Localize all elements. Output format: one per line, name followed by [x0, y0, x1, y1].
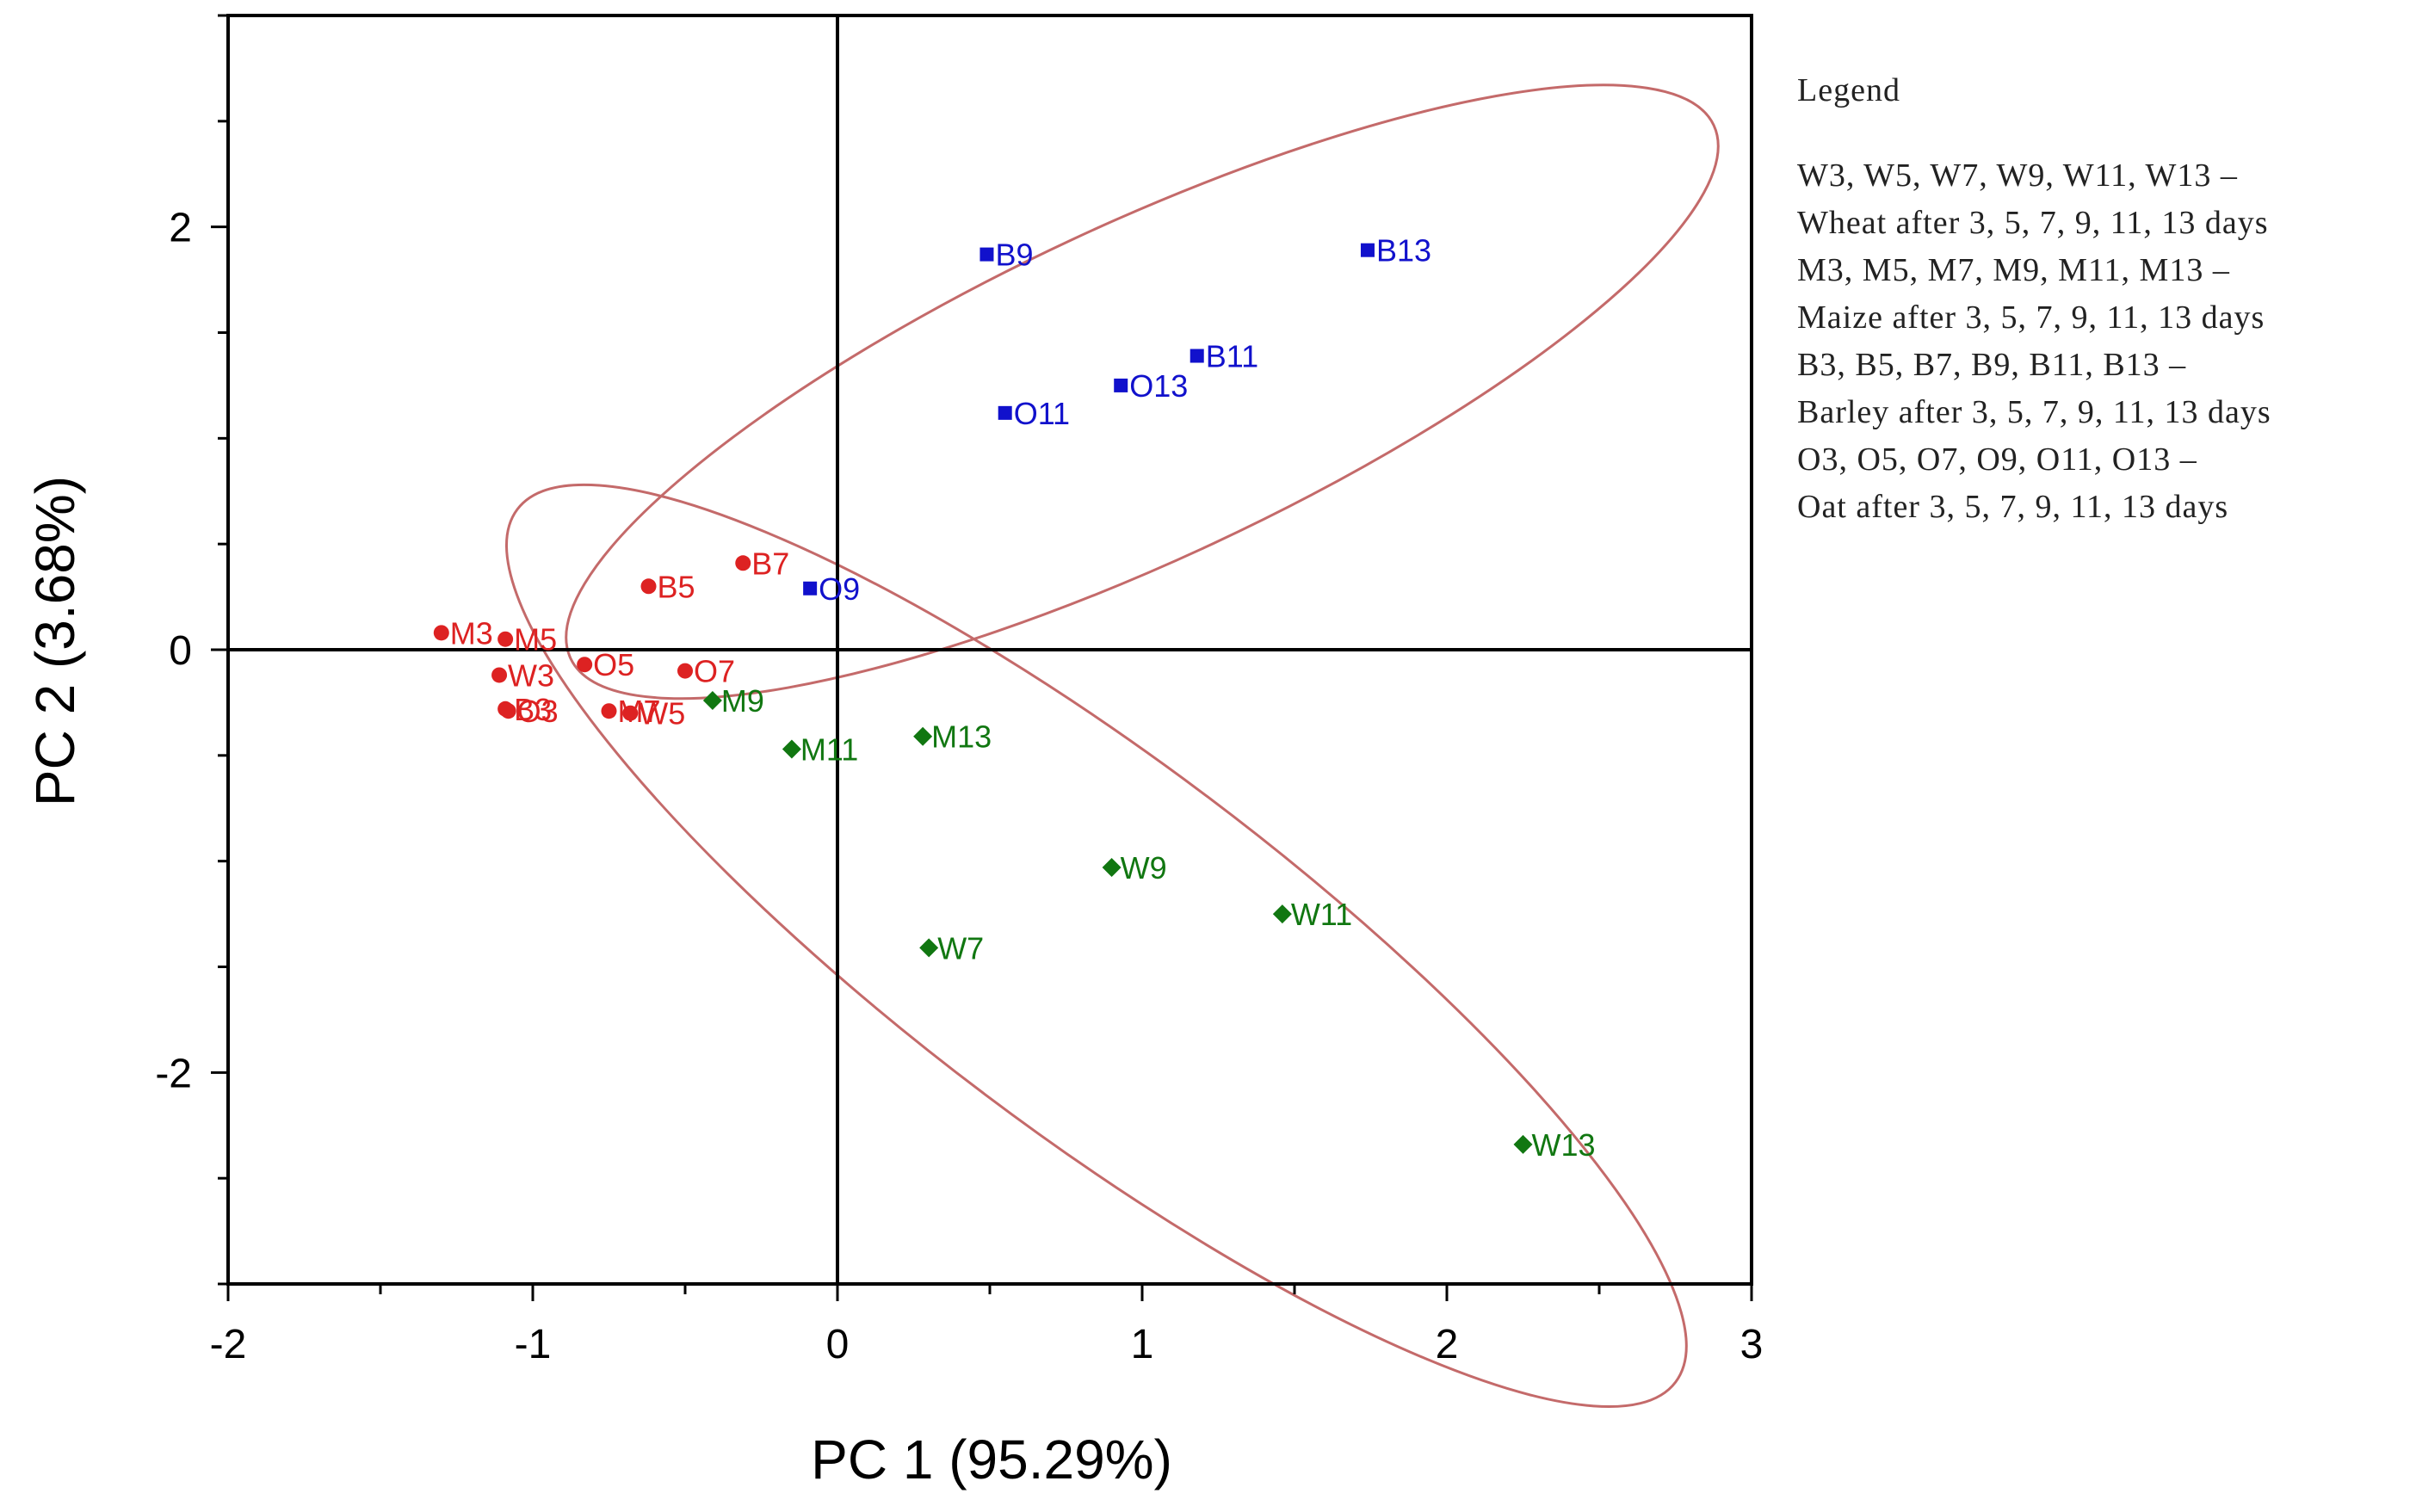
- point-b13: [1360, 243, 1375, 257]
- legend-line-barley-codes: B3, B5, B7, B9, B11, B13 –: [1797, 347, 2187, 383]
- point-label-w7: W7: [937, 930, 984, 966]
- point-label-b5: B5: [658, 569, 695, 604]
- point-w5: [622, 705, 639, 721]
- point-label-w9: W9: [1121, 850, 1167, 886]
- point-w13: [1513, 1134, 1533, 1154]
- point-label-m5: M5: [514, 622, 557, 657]
- legend: Legend W3, W5, W7, W9, W11, W13 – Wheat …: [1797, 67, 2410, 531]
- point-o13: [1114, 378, 1128, 392]
- point-label-m11: M11: [800, 731, 858, 767]
- legend-line-oat-desc: Oat after 3, 5, 7, 9, 11, 13 days: [1797, 489, 2229, 525]
- point-m9: [702, 690, 722, 710]
- point-label-m9: M9: [721, 683, 764, 719]
- x-tick-label: -2: [210, 1322, 247, 1367]
- point-o3: [500, 703, 516, 719]
- y-axis-label: PC 2 (3.68%): [24, 476, 86, 806]
- point-b5: [640, 578, 657, 595]
- point-b11: [1190, 349, 1204, 363]
- point-label-b9: B9: [995, 238, 1033, 273]
- point-m5: [497, 631, 514, 647]
- point-label-o13: O13: [1129, 368, 1188, 404]
- point-m3: [433, 625, 449, 641]
- legend-line-barley-desc: Barley after 3, 5, 7, 9, 11, 13 days: [1797, 394, 2271, 430]
- point-o11: [998, 405, 1012, 420]
- point-w3: [491, 667, 508, 683]
- x-tick-label: 2: [1436, 1322, 1459, 1367]
- legend-line-wheat-desc: Wheat after 3, 5, 7, 9, 11, 13 days: [1797, 205, 2269, 241]
- y-tick-label: 0: [169, 628, 192, 674]
- point-m7: [601, 703, 617, 719]
- point-label-o5: O5: [593, 647, 634, 682]
- x-tick-label: 1: [1131, 1322, 1154, 1367]
- point-label-b13: B13: [1376, 233, 1431, 268]
- legend-line-maize-codes: M3, M5, M7, M9, M11, M13 –: [1797, 252, 2230, 288]
- point-label-w13: W13: [1532, 1127, 1596, 1163]
- point-label-o7: O7: [694, 654, 735, 689]
- point-label-o9: O9: [819, 571, 860, 607]
- point-label-b11: B11: [1206, 339, 1258, 374]
- x-axis-label: PC 1 (95.29%): [811, 1429, 1172, 1490]
- point-label-b7: B7: [751, 546, 789, 581]
- point-label-w3: W3: [508, 657, 554, 693]
- point-w9: [1102, 858, 1122, 878]
- point-o5: [577, 657, 593, 673]
- point-w7: [919, 938, 939, 958]
- y-tick-label: -2: [155, 1051, 192, 1096]
- legend-line-maize-desc: Maize after 3, 5, 7, 9, 11, 13 days: [1797, 299, 2265, 336]
- y-tick-label: 2: [169, 206, 192, 251]
- point-label-o3: O3: [517, 694, 559, 729]
- legend-title: Legend: [1797, 72, 1900, 108]
- ellipse-lower: [505, 483, 1688, 1409]
- x-tick-label: 0: [826, 1322, 850, 1367]
- point-label-o11: O11: [1014, 396, 1070, 431]
- point-m11: [782, 739, 801, 759]
- x-tick-label: -1: [515, 1322, 552, 1367]
- ellipse-upper: [565, 83, 1720, 700]
- legend-line-oat-codes: O3, O5, O7, O9, O11, O13 –: [1797, 441, 2197, 478]
- point-o7: [677, 663, 693, 679]
- point-label-m3: M3: [450, 615, 493, 651]
- point-o9: [803, 581, 818, 596]
- legend-line-wheat-codes: W3, W5, W7, W9, W11, W13 –: [1797, 157, 2238, 194]
- point-b7: [735, 555, 751, 571]
- point-b9: [979, 247, 994, 262]
- x-tick-label: 3: [1740, 1322, 1764, 1367]
- point-label-b3: B3: [514, 692, 552, 727]
- point-label-w11: W11: [1291, 897, 1352, 932]
- point-label-w5: W5: [639, 696, 685, 731]
- point-m13: [913, 726, 933, 746]
- point-w11: [1272, 904, 1292, 924]
- point-label-m13: M13: [931, 719, 992, 755]
